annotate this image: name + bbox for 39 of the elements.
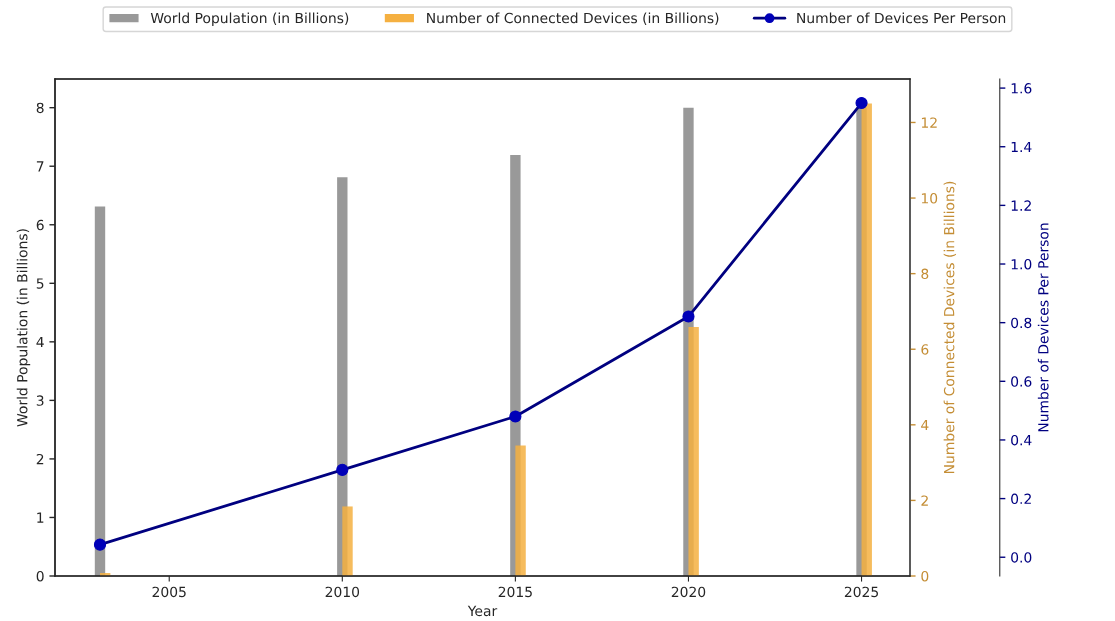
bar bbox=[342, 506, 353, 576]
y3-axis-title: Number of Devices Per Person bbox=[1037, 223, 1049, 432]
y3-tick-label: 0.4 bbox=[1011, 434, 1032, 446]
x-axis-title: Year bbox=[467, 605, 498, 617]
y-tick-label: 0 bbox=[36, 570, 44, 582]
y-tick-label: 1 bbox=[37, 512, 44, 523]
y2-tick-label: 12 bbox=[921, 117, 937, 128]
y-tick-label: 4 bbox=[36, 336, 44, 348]
y3-tick-label: 0.8 bbox=[1011, 317, 1032, 329]
y-tick-label: 2 bbox=[36, 453, 44, 465]
y2-tick-label: 4 bbox=[921, 419, 929, 431]
y-tick-label: 8 bbox=[36, 102, 44, 114]
y2-tick-label: 6 bbox=[921, 344, 929, 355]
bar bbox=[515, 445, 526, 576]
x-tick-label: 2025 bbox=[844, 586, 878, 598]
y2-tick-label: 2 bbox=[921, 495, 928, 506]
x-tick-label: 2010 bbox=[325, 586, 360, 598]
x-tick-label: 2005 bbox=[152, 586, 186, 598]
y3-tick-label: 1.0 bbox=[1011, 258, 1032, 270]
legend-label: Number of Devices Per Person bbox=[797, 12, 1006, 24]
y3-tick-label: 1.2 bbox=[1011, 200, 1031, 211]
y-tick-label: 3 bbox=[36, 395, 44, 406]
y3-tick-label: 0.2 bbox=[1011, 493, 1031, 505]
x-tick-label: 2020 bbox=[671, 586, 706, 598]
y3-tick-label: 0.0 bbox=[1011, 552, 1032, 563]
y2-tick-label: 0 bbox=[921, 570, 929, 582]
legend-label: Number of Connected Devices (in Billions) bbox=[427, 12, 719, 25]
y-tick-label: 5 bbox=[36, 278, 44, 289]
y-tick-label: 7 bbox=[36, 161, 44, 172]
y2-tick-label: 10 bbox=[921, 193, 938, 204]
y-axis-title: World Population (in Billions) bbox=[16, 229, 31, 427]
y-tick-label: 6 bbox=[36, 219, 44, 231]
x-tick-label: 2015 bbox=[498, 586, 532, 598]
y3-tick-label: 1.6 bbox=[1011, 83, 1032, 94]
y2-axis-title: Number of Connected Devices (in Billions) bbox=[943, 181, 957, 474]
y2-tick-label: 8 bbox=[921, 268, 929, 280]
y3-tick-label: 0.6 bbox=[1011, 376, 1032, 387]
y3-tick-label: 1.4 bbox=[1011, 141, 1032, 153]
legend-label: World Population (in Billions) bbox=[150, 12, 349, 26]
